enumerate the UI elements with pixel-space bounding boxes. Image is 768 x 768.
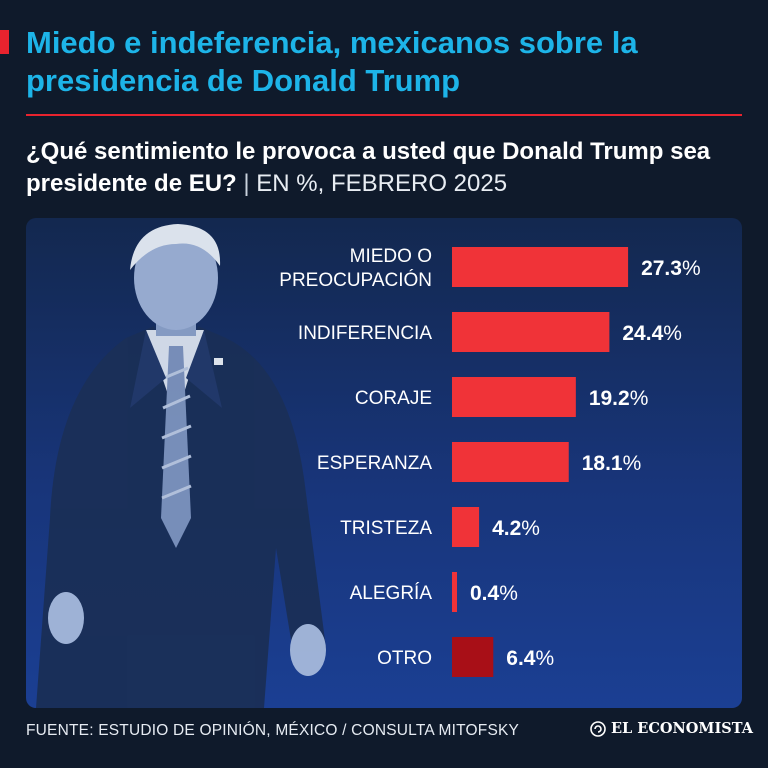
bar-3	[452, 442, 569, 482]
brand-emblem-icon	[590, 720, 606, 737]
portrait-illustration	[36, 224, 326, 708]
unit-note: EN %, FEBRERO 2025	[256, 170, 508, 197]
value-label-4: 4.2%	[492, 517, 540, 540]
source-note: FUENTE: ESTUDIO DE OPINIÓN, MÉXICO / CON…	[26, 722, 520, 739]
value-label-6: 6.4%	[506, 647, 554, 670]
chart-panel: MIEDO O PREOCUPACIÓN 27.3% INDIFERENCIA 24.4…	[26, 218, 742, 708]
bar-5	[452, 572, 457, 612]
category-label-2: CORAJE	[355, 388, 432, 409]
category-label-1: INDIFERENCIA	[298, 323, 432, 344]
category-label-3: ESPERANZA	[317, 453, 432, 474]
title-accent-bar	[0, 30, 9, 54]
tie	[161, 346, 191, 548]
value-label-2: 19.2%	[589, 387, 649, 410]
head	[134, 226, 218, 330]
bar-chart: MIEDO O PREOCUPACIÓN 27.3% INDIFERENCIA 24.4…	[279, 246, 701, 677]
bar-6	[452, 637, 494, 677]
title-divider	[26, 114, 742, 116]
category-label-4: TRISTEZA	[340, 518, 432, 539]
chart-question: ¿Qué sentimiento le provoca a usted que …	[26, 136, 746, 200]
brand-name: EL ECONOMISTA	[611, 720, 753, 737]
hair	[130, 224, 221, 270]
question-separator: |	[243, 170, 250, 197]
bar-1	[452, 312, 610, 352]
category-label-5: ALEGRÍA	[350, 583, 433, 604]
value-label-3: 18.1%	[582, 452, 642, 475]
category-label-0: MIEDO O PREOCUPACIÓN	[279, 246, 432, 291]
page-title: Miedo e indeferencia, mexicanos sobre la…	[26, 25, 638, 98]
category-label-6: OTRO	[377, 648, 432, 669]
bar-0	[452, 247, 629, 287]
bar-4	[452, 507, 480, 547]
value-label-0: 27.3%	[641, 257, 701, 280]
bar-2	[452, 377, 576, 417]
value-label-1: 24.4%	[622, 322, 682, 345]
value-label-5: 0.4%	[470, 582, 518, 605]
brand-logo: EL ECONOMISTA	[590, 720, 753, 737]
question-text: ¿Qué sentimiento le provoca a usted que …	[26, 138, 711, 197]
